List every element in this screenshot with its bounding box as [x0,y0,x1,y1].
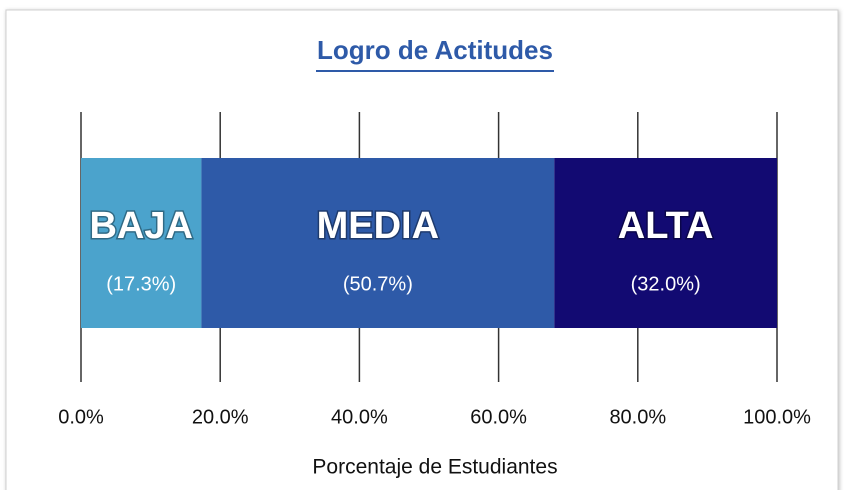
x-tick-label: 40.0% [331,406,388,428]
x-tick-label: 60.0% [470,406,527,428]
segment-name: ALTA [618,205,714,247]
bar-segment [81,158,202,328]
x-tick-label: 20.0% [192,406,249,428]
segment-name: BAJA [89,205,192,247]
value-label: (32.0%) [631,273,701,295]
x-tick-label: 0.0% [58,406,104,428]
x-tick-label: 100.0% [743,406,811,428]
value-label: (50.7%) [343,273,413,295]
bars [81,158,777,328]
segment-name: MEDIA [317,205,439,247]
x-axis-title: Porcentaje de Estudiantes [312,456,557,479]
labels: BAJA (17.3%) MEDIA (50.7%) ALTA (32.0%) [88,204,715,296]
value-label: (17.3%) [106,273,176,295]
chart-title: Logro de Actitudes [317,35,553,65]
x-tick-label: 80.0% [609,406,666,428]
bar-segment [554,158,777,328]
bar-segment [201,158,555,328]
